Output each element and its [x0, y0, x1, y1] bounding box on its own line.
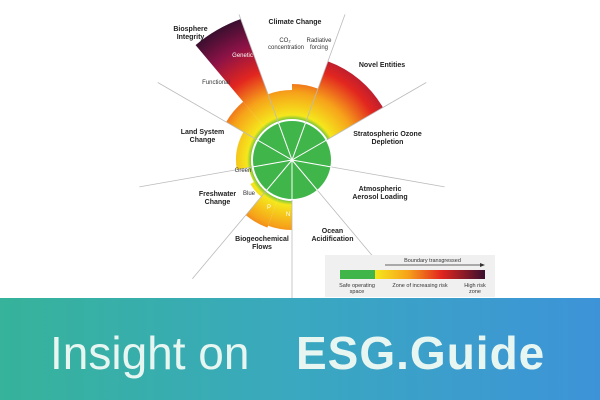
sub-label: Genetic [232, 53, 253, 59]
label: Biogeochemical Flows [235, 236, 289, 252]
label: Land System Change [180, 129, 225, 145]
diagram [139, 14, 495, 298]
inner-divider [291, 159, 319, 191]
banner [0, 298, 600, 400]
legend-label: Safe operating space [339, 283, 375, 296]
legend-risk [375, 270, 485, 279]
legend-label: High risk zone [464, 283, 486, 296]
inner-divider [277, 122, 293, 161]
inner-divider [257, 139, 293, 161]
banner-text: Insight on [50, 327, 250, 379]
label: Novel Entities [358, 62, 406, 69]
label: Climate Change [268, 19, 322, 26]
sub-label: P [266, 205, 271, 211]
sub-label: Functional [202, 80, 230, 86]
legend-label: Zone of increasing risk [392, 283, 448, 289]
sub-label: CO₂ concentration [268, 38, 305, 51]
inner-divider [265, 159, 293, 191]
sub-label: Radiative forcing [306, 38, 332, 51]
legend-arrowhead [480, 263, 485, 267]
sub-label: Blue [242, 191, 255, 197]
label: Biosphere Integrity [173, 26, 208, 42]
sub-label: N [285, 212, 291, 218]
label: Freshwater Change [198, 191, 237, 207]
wedge [195, 19, 292, 160]
label: Ocean Acidification [311, 228, 354, 244]
legend-safe [340, 270, 375, 279]
inner-divider [291, 139, 327, 161]
label: Stratospheric Ozone Depletion [353, 131, 422, 147]
legend-arrow-label: Boundary transgressed [404, 258, 461, 264]
banner-logo: ESG.Guide [296, 327, 546, 379]
inner-divider [291, 122, 307, 161]
inner-divider [291, 159, 332, 168]
sub-label: Green [234, 168, 252, 174]
inner-divider [252, 159, 293, 168]
label: Atmospheric Aerosol Loading [352, 186, 408, 202]
